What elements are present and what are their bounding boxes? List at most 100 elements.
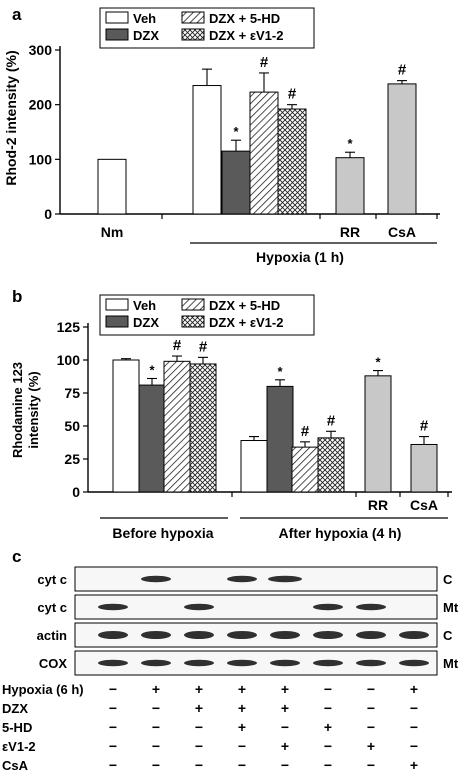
blot-condition-sign: − — [324, 681, 332, 697]
blot-band — [313, 659, 343, 667]
bar — [192, 85, 222, 215]
blot-band — [356, 659, 386, 667]
blot-compartment-label: Mt — [443, 656, 459, 671]
bar — [266, 385, 294, 493]
legend-swatch — [181, 28, 205, 41]
bar — [277, 108, 307, 215]
blot-condition-sign: + — [324, 719, 332, 735]
blot-condition-label: DZX — [2, 701, 28, 716]
panel-a-label: a — [12, 5, 22, 24]
y-tick-label: 125 — [57, 319, 81, 335]
panel-a-xlabel-rr: RR — [340, 224, 360, 240]
panel-b-group-after: After hypoxia (4 h) — [279, 525, 402, 541]
blot-condition-sign: + — [195, 681, 203, 697]
blot-band — [141, 659, 171, 667]
blot-band — [141, 631, 171, 639]
y-tick-label: 50 — [64, 418, 80, 434]
significance-mark: * — [277, 364, 283, 379]
y-tick-label: 25 — [64, 451, 80, 467]
significance-mark: * — [347, 136, 353, 151]
blot-condition-sign: + — [410, 681, 418, 697]
blot-condition-sign: + — [367, 738, 375, 754]
panel-a-ylabel: Rhod-2 intensity (%) — [3, 50, 19, 185]
legend-label: Veh — [133, 298, 156, 313]
blot-condition-sign: − — [367, 719, 375, 735]
blot-condition-sign: − — [367, 681, 375, 697]
blot-condition-label: CsA — [2, 758, 29, 772]
blot-condition-sign: + — [238, 719, 246, 735]
blot-condition-sign: − — [238, 738, 246, 754]
blot-band — [313, 603, 343, 611]
blot-band — [270, 631, 300, 639]
blot-condition-sign: − — [109, 681, 117, 697]
legend-box — [99, 294, 315, 336]
y-tick-label: 200 — [29, 97, 53, 113]
significance-mark: # — [398, 62, 407, 79]
blot-condition-sign: − — [152, 700, 160, 716]
blot-row-label: actin — [37, 628, 67, 643]
blot-condition-sign: + — [281, 738, 289, 754]
significance-mark: # — [420, 418, 429, 435]
blot-condition-sign: − — [281, 719, 289, 735]
blot-condition-label: Hypoxia (6 h) — [2, 682, 84, 697]
significance-mark: # — [301, 423, 310, 440]
blot-band — [184, 659, 214, 667]
significance-mark: # — [288, 86, 297, 103]
y-tick-label: 300 — [29, 42, 53, 58]
significance-mark: * — [375, 355, 381, 370]
blot-condition-sign: + — [238, 681, 246, 697]
blot-condition-sign: + — [195, 700, 203, 716]
legend-label: DZX + 5-HD — [209, 11, 280, 26]
blot-band — [184, 603, 214, 611]
blot-condition-sign: + — [152, 681, 160, 697]
significance-mark: # — [199, 338, 208, 355]
blot-band — [313, 631, 343, 639]
panel-b-label: b — [12, 287, 22, 306]
blot-row-label: cyt c — [37, 572, 67, 587]
bar — [364, 375, 392, 493]
blot-condition-sign: − — [109, 719, 117, 735]
bar — [410, 443, 438, 493]
blot-band — [399, 631, 429, 639]
blot-band — [399, 659, 429, 667]
blot-condition-sign: + — [410, 757, 418, 772]
blot-band — [356, 603, 386, 611]
blot-band — [227, 659, 257, 667]
blot-condition-label: εV1-2 — [2, 739, 36, 754]
legend-swatch — [181, 298, 205, 311]
blot-band — [227, 575, 257, 583]
legend-swatch — [105, 298, 129, 311]
blot-compartment-label: C — [443, 572, 453, 587]
blot-condition-sign: − — [195, 719, 203, 735]
bar — [291, 446, 319, 493]
legend-label: DZX + εV1-2 — [209, 315, 283, 330]
significance-mark: * — [149, 362, 155, 377]
blot-condition-sign: − — [152, 738, 160, 754]
blot-condition-sign: + — [238, 700, 246, 716]
blot-condition-sign: − — [109, 757, 117, 772]
blot-condition-sign: − — [367, 700, 375, 716]
legend-swatch — [181, 315, 205, 328]
blot-condition-sign: − — [324, 700, 332, 716]
legend-swatch — [105, 28, 129, 41]
significance-mark: # — [327, 412, 336, 429]
bar — [221, 150, 251, 215]
blot-band — [356, 631, 386, 639]
dynamic-layer: 0 100 200 300 * # # * # Veh DZX DZX + 5-HD DZX + εV1… — [2, 7, 459, 772]
blot-band — [98, 603, 128, 611]
blot-condition-sign: − — [238, 757, 246, 772]
panel-c-label: c — [12, 547, 21, 566]
blot-condition-sign: − — [109, 700, 117, 716]
blot-condition-sign: − — [152, 757, 160, 772]
y-tick-label: 100 — [29, 151, 53, 167]
blot-band — [184, 631, 214, 639]
blot-band — [268, 575, 302, 583]
panel-b-ylabel-2: intensity (%) — [26, 371, 41, 448]
bar — [249, 91, 279, 215]
blot-condition-sign: + — [281, 700, 289, 716]
bar — [138, 384, 166, 493]
blot-band — [98, 631, 128, 639]
legend-label: DZX — [133, 315, 159, 330]
blot-band — [270, 659, 300, 667]
panel-b-xlabel-csa: CsA — [410, 497, 438, 513]
